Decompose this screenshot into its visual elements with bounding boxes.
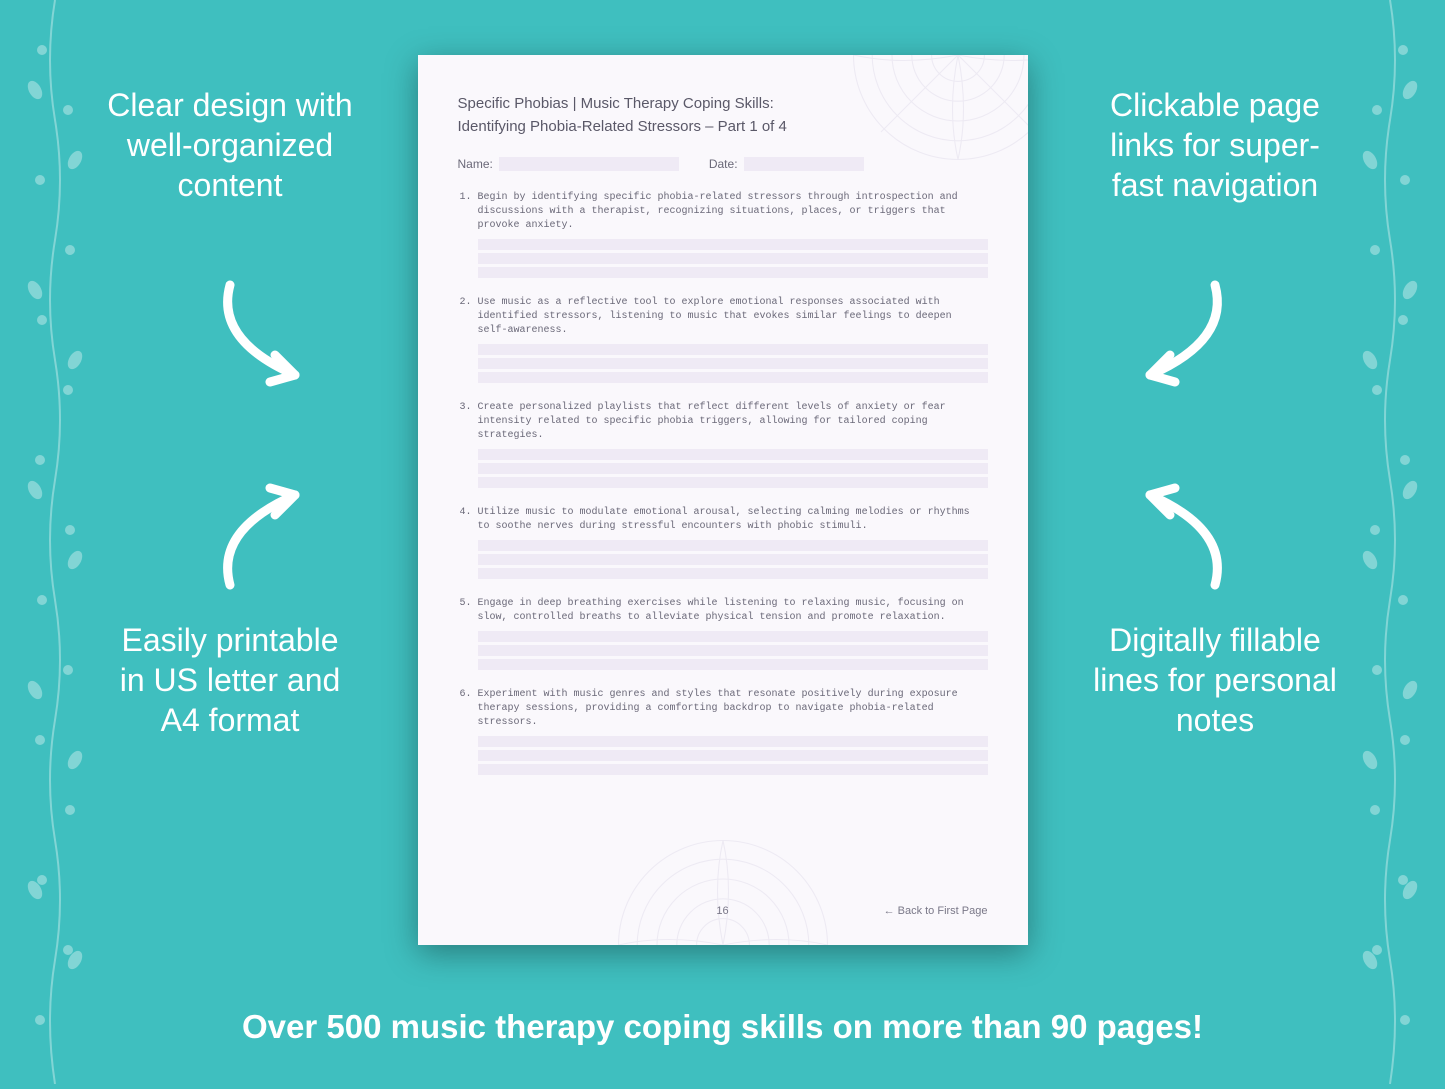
worksheet-item: 1.Begin by identifying specific phobia-r… (458, 191, 988, 233)
callout-top-left: Clear design with well-organized content (105, 85, 355, 205)
worksheet-item: 3.Create personalized playlists that ref… (458, 401, 988, 443)
document-preview: Specific Phobias | Music Therapy Coping … (418, 55, 1028, 945)
meta-row: Name: Date: (458, 157, 988, 171)
item-text: Begin by identifying specific phobia-rel… (478, 191, 988, 233)
item-number: 3. (458, 401, 472, 443)
callout-top-right: Clickable page links for super-fast navi… (1090, 85, 1340, 205)
fillable-lines[interactable] (478, 344, 988, 383)
fillable-lines[interactable] (478, 239, 988, 278)
item-number: 4. (458, 506, 472, 534)
arrow-top-right-icon (1105, 270, 1245, 405)
item-text: Create personalized playlists that refle… (478, 401, 988, 443)
arrow-bottom-right-icon (1105, 470, 1245, 605)
page-number: 16 (716, 905, 728, 917)
item-number: 2. (458, 296, 472, 338)
name-input-line[interactable] (499, 157, 679, 171)
item-text: Utilize music to modulate emotional arou… (478, 506, 988, 534)
item-number: 5. (458, 597, 472, 625)
date-label: Date: (709, 157, 738, 171)
arrow-top-left-icon (200, 270, 340, 405)
document-title: Specific Phobias | Music Therapy Coping … (458, 95, 988, 112)
mandala-decoration-icon (613, 835, 833, 945)
worksheet-item: 6.Experiment with music genres and style… (458, 688, 988, 730)
worksheet-item: 5.Engage in deep breathing exercises whi… (458, 597, 988, 625)
item-text: Use music as a reflective tool to explor… (478, 296, 988, 338)
item-number: 6. (458, 688, 472, 730)
fillable-lines[interactable] (478, 736, 988, 775)
footer-tagline: Over 500 music therapy coping skills on … (0, 1008, 1445, 1046)
worksheet-item: 4.Utilize music to modulate emotional ar… (458, 506, 988, 534)
date-input-line[interactable] (744, 157, 864, 171)
decorative-vine-left (20, 0, 90, 1084)
document-subtitle: Identifying Phobia-Related Stressors – P… (458, 118, 988, 135)
decorative-vine-right (1355, 0, 1425, 1084)
worksheet-item: 2.Use music as a reflective tool to expl… (458, 296, 988, 338)
back-to-first-page-link[interactable]: ← Back to First Page (884, 905, 988, 917)
item-number: 1. (458, 191, 472, 233)
fillable-lines[interactable] (478, 449, 988, 488)
item-text: Experiment with music genres and styles … (478, 688, 988, 730)
fillable-lines[interactable] (478, 540, 988, 579)
callout-bottom-right: Digitally fillable lines for personal no… (1090, 620, 1340, 740)
name-label: Name: (458, 157, 493, 171)
item-text: Engage in deep breathing exercises while… (478, 597, 988, 625)
fillable-lines[interactable] (478, 631, 988, 670)
arrow-bottom-left-icon (200, 470, 340, 605)
callout-bottom-left: Easily printable in US letter and A4 for… (105, 620, 355, 740)
